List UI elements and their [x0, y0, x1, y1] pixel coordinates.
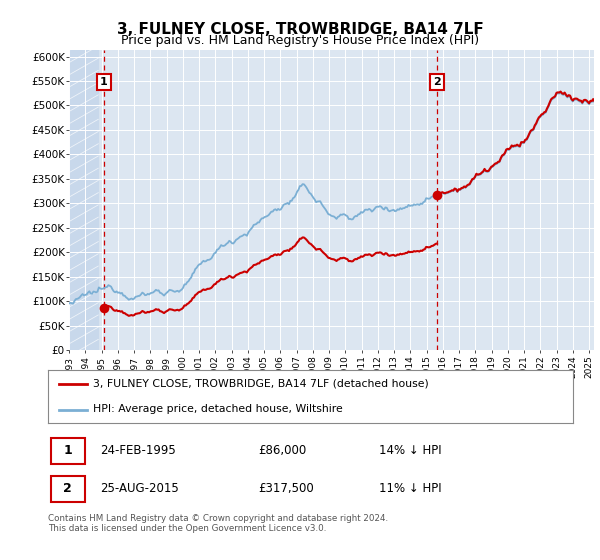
- Text: 1: 1: [64, 444, 72, 458]
- Text: Contains HM Land Registry data © Crown copyright and database right 2024.
This d: Contains HM Land Registry data © Crown c…: [48, 514, 388, 534]
- Text: Price paid vs. HM Land Registry's House Price Index (HPI): Price paid vs. HM Land Registry's House …: [121, 34, 479, 46]
- Text: HPI: Average price, detached house, Wiltshire: HPI: Average price, detached house, Wilt…: [92, 404, 343, 414]
- Text: 11% ↓ HPI: 11% ↓ HPI: [379, 482, 442, 495]
- Text: 1: 1: [100, 77, 108, 87]
- Text: £317,500: £317,500: [258, 482, 314, 495]
- Text: 25-AUG-2015: 25-AUG-2015: [101, 482, 179, 495]
- Text: 24-FEB-1995: 24-FEB-1995: [101, 444, 176, 458]
- Text: £86,000: £86,000: [258, 444, 306, 458]
- Text: 2: 2: [64, 482, 72, 495]
- Text: 3, FULNEY CLOSE, TROWBRIDGE, BA14 7LF (detached house): 3, FULNEY CLOSE, TROWBRIDGE, BA14 7LF (d…: [92, 379, 428, 389]
- FancyBboxPatch shape: [50, 438, 85, 464]
- Polygon shape: [69, 50, 98, 350]
- Text: 14% ↓ HPI: 14% ↓ HPI: [379, 444, 442, 458]
- FancyBboxPatch shape: [50, 476, 85, 502]
- Text: 2: 2: [433, 77, 441, 87]
- Text: 3, FULNEY CLOSE, TROWBRIDGE, BA14 7LF: 3, FULNEY CLOSE, TROWBRIDGE, BA14 7LF: [116, 22, 484, 38]
